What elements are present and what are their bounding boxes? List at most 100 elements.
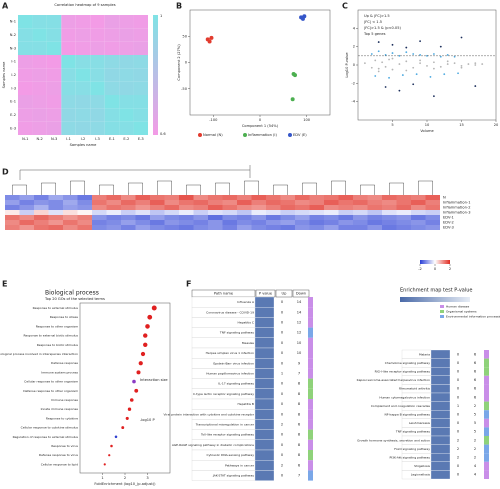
heat-cell: [367, 195, 382, 200]
heat-cell: [75, 81, 91, 95]
heat-cell: [61, 28, 76, 42]
dot: [140, 351, 146, 357]
down-count: 2: [474, 404, 476, 408]
heat-cell: [75, 41, 91, 55]
heat-cell: [121, 215, 136, 220]
category-swatch: [484, 384, 489, 393]
heat-cell: [396, 200, 411, 205]
col-label: E-2: [123, 137, 129, 141]
heat-cell: [367, 215, 382, 220]
path-name: FoxO signaling pathway: [394, 447, 430, 451]
y-tick-label: 0: [353, 63, 356, 67]
dot: [143, 342, 148, 348]
heat-cell: [251, 210, 266, 215]
heat-cell: [208, 210, 223, 215]
category-swatch: [308, 348, 313, 359]
heat-cell: [46, 121, 62, 135]
dot: [151, 305, 157, 311]
pvalue-cell: [430, 401, 451, 411]
point: [412, 66, 415, 69]
heat-cell: [18, 28, 33, 42]
point: [391, 52, 394, 54]
header-cell: [275, 289, 293, 298]
heat-cell: [135, 210, 150, 215]
colorbar-label: 0.6: [160, 132, 166, 136]
heat-cell: [266, 210, 281, 215]
heat-cell: [324, 195, 339, 200]
heat-cell: [338, 205, 353, 210]
category-swatch: [308, 460, 313, 471]
heat-cell: [179, 225, 194, 230]
up-count: 2: [281, 423, 283, 427]
plot-frame: [189, 9, 331, 116]
dendrogram: [19, 165, 251, 180]
pvalue-cell: [254, 337, 275, 349]
chart-subtitle: Top 20 GOs of the selected terms: [44, 297, 105, 301]
up-count: 0: [281, 392, 284, 396]
heat-cell: [324, 200, 339, 205]
category-swatch: [484, 444, 489, 454]
pvalue-cell: [430, 444, 451, 454]
point: [439, 65, 442, 68]
point: [460, 66, 463, 69]
heat-cell: [61, 95, 76, 109]
point: [453, 62, 456, 65]
legend-label: Environmental information processing: [446, 315, 500, 319]
heat-cell: [90, 55, 105, 69]
heat-cell: [237, 215, 252, 220]
point: [384, 54, 387, 56]
legend-label: Top 5 genes: [363, 32, 386, 36]
term-label: Response to cytokine: [46, 416, 78, 420]
category-swatch: [308, 358, 313, 369]
point: [460, 65, 463, 67]
heat-cell: [193, 215, 208, 220]
heat-cell: [411, 210, 426, 215]
x-tick-label: 5: [391, 123, 393, 127]
path-name: Chemokine signaling pathway: [385, 361, 430, 365]
term-label: Cellular response to other organism: [24, 380, 78, 384]
heat-cell: [18, 55, 33, 69]
heat-cell: [150, 220, 165, 225]
heat-cell: [18, 95, 33, 109]
heat-cell: [237, 195, 252, 200]
heat-cell: [46, 55, 62, 69]
heat-cell: [92, 220, 107, 225]
row-label: EDV-3: [443, 226, 454, 230]
category-swatch: [308, 388, 313, 399]
row-label: Inflammation-3: [443, 211, 470, 215]
heat-cell: [208, 215, 223, 220]
dot: [132, 379, 136, 384]
heat-cell: [222, 195, 237, 200]
path-name: Viral protein interaction with cytokine …: [164, 412, 255, 416]
up-count: 0: [281, 321, 284, 325]
heat-cell: [106, 215, 121, 220]
heat-cell: [48, 200, 63, 205]
dot: [125, 416, 129, 420]
heat-cell: [135, 220, 150, 225]
x-axis-label: Samples name: [70, 143, 97, 147]
heat-cell: [46, 41, 62, 55]
heat-cell: [18, 121, 33, 135]
pvalue-cell: [254, 409, 275, 420]
heat-cell: [90, 41, 105, 55]
dot: [138, 361, 143, 366]
col-label: N-1: [22, 137, 28, 141]
pvalue-cell: [254, 368, 275, 379]
path-name: Transcriptional misregulation in cancer: [195, 423, 255, 427]
point: [384, 86, 387, 88]
point: [377, 50, 380, 53]
point: [419, 59, 421, 62]
x-tick-label: 20: [494, 123, 499, 127]
heat-cell: [63, 210, 78, 215]
heat-cell: [92, 200, 107, 205]
up-count: 0: [281, 402, 284, 406]
path-name: PI3K-Akt signaling pathway: [389, 456, 430, 460]
dot: [134, 388, 139, 393]
path-name: Epstein-Barr virus infection: [213, 361, 254, 365]
heat-cell: [5, 205, 20, 210]
heat-cell: [411, 195, 426, 200]
legend-title: Interaction size: [140, 378, 168, 382]
heat-cell: [18, 68, 33, 82]
heat-cell: [295, 220, 310, 225]
pvalue-cell: [254, 378, 275, 389]
